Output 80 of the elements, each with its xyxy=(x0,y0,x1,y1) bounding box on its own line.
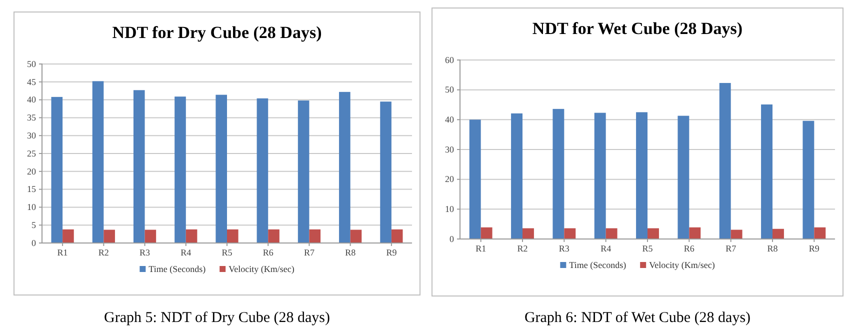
legend-label: Velocity (Km/sec) xyxy=(228,264,294,274)
bar xyxy=(268,229,280,243)
x-tick-label: R4 xyxy=(180,247,192,258)
bar xyxy=(564,228,576,239)
bar xyxy=(480,227,492,239)
bar xyxy=(689,227,701,239)
x-tick-label: R1 xyxy=(476,243,486,254)
x-tick-label: R2 xyxy=(98,247,109,258)
caption: Graph 6: NDT of Wet Cube (28 days) xyxy=(524,310,751,326)
bar xyxy=(730,230,742,239)
x-tick-label: R1 xyxy=(57,247,68,258)
y-tick-label: 10 xyxy=(445,204,454,214)
legend-label: Velocity (Km/sec) xyxy=(649,260,715,270)
bar xyxy=(174,96,186,243)
y-tick-label: 40 xyxy=(27,94,36,105)
y-tick-label: 25 xyxy=(27,148,36,158)
y-tick-label: 20 xyxy=(27,166,36,176)
bar xyxy=(309,229,321,243)
x-tick-label: R2 xyxy=(517,243,528,254)
bar xyxy=(814,227,826,239)
legend-label: Time (Seconds) xyxy=(148,264,206,274)
y-tick-label: 50 xyxy=(445,84,454,95)
bar xyxy=(678,116,690,239)
bar xyxy=(522,228,534,239)
bar xyxy=(719,82,731,239)
bar xyxy=(380,102,392,243)
bar xyxy=(802,120,814,239)
bar xyxy=(104,230,115,243)
bar xyxy=(62,229,74,243)
x-tick-label: R8 xyxy=(767,243,778,254)
y-tick-label: 30 xyxy=(27,130,36,140)
y-tick-label: 0 xyxy=(32,238,36,248)
y-tick-label: 30 xyxy=(445,144,454,154)
y-tick-label: 15 xyxy=(27,184,36,194)
bar xyxy=(761,104,772,239)
bar xyxy=(144,230,156,243)
y-tick-label: 60 xyxy=(445,54,454,65)
chart-title: NDT for Dry Cube (28 Days) xyxy=(112,23,322,42)
x-tick-label: R4 xyxy=(600,243,612,254)
bar xyxy=(256,98,268,243)
bar xyxy=(298,100,310,243)
bar xyxy=(648,228,659,239)
bar xyxy=(92,81,104,243)
bar xyxy=(133,90,145,243)
x-tick-label: R6 xyxy=(262,247,274,258)
y-tick-label: 0 xyxy=(450,234,454,244)
chart-title: NDT for Wet Cube (28 Days) xyxy=(532,19,743,38)
x-tick-label: R5 xyxy=(222,247,233,258)
bar xyxy=(772,228,784,239)
bar xyxy=(391,229,403,243)
y-tick-label: 40 xyxy=(445,114,454,125)
y-tick-label: 10 xyxy=(27,202,36,212)
y-tick-label: 50 xyxy=(27,58,36,69)
y-tick-label: 5 xyxy=(32,220,36,230)
bar xyxy=(227,229,238,243)
caption: Graph 5: NDT of Dry Cube (28 days) xyxy=(104,310,330,326)
x-tick-label: R9 xyxy=(386,247,398,258)
bar xyxy=(216,94,227,243)
bar xyxy=(511,113,522,239)
bar xyxy=(51,96,63,243)
x-tick-label: R5 xyxy=(642,243,654,254)
bar xyxy=(339,92,350,243)
bar xyxy=(350,230,362,243)
y-tick-label: 20 xyxy=(445,174,454,184)
bar xyxy=(552,108,564,239)
bar xyxy=(186,229,198,243)
x-tick-label: R6 xyxy=(684,243,695,254)
legend-label: Time (Seconds) xyxy=(569,260,626,270)
y-tick-label: 45 xyxy=(27,76,36,87)
bar xyxy=(636,112,648,239)
x-tick-label: R9 xyxy=(808,243,820,254)
bar xyxy=(606,228,618,239)
y-tick-label: 35 xyxy=(27,112,36,123)
x-tick-label: R7 xyxy=(304,247,315,258)
x-tick-label: R7 xyxy=(726,243,737,254)
bar xyxy=(469,120,481,239)
x-tick-label: R3 xyxy=(140,247,151,258)
x-tick-label: R8 xyxy=(345,247,356,258)
x-tick-label: R3 xyxy=(558,243,570,254)
bar xyxy=(594,112,606,239)
